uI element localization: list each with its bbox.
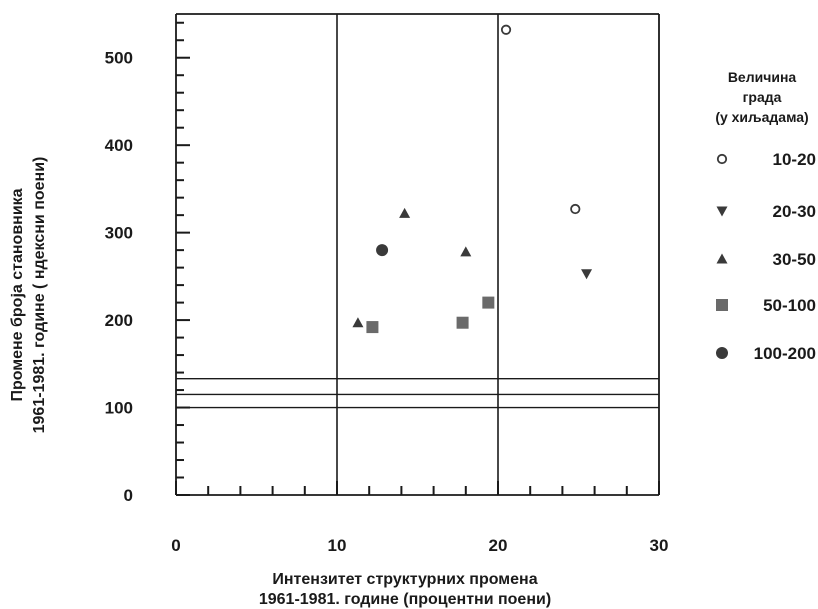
- reference-lines: [176, 14, 659, 495]
- legend-marker-30-50: [716, 253, 728, 264]
- legend-title-line-3: (у хиљадама): [715, 109, 808, 125]
- x-tick-label: 10: [328, 536, 347, 555]
- data-point-30-50: [352, 317, 364, 328]
- x-tick-label: 20: [489, 536, 508, 555]
- legend-marker-100-200: [716, 347, 728, 359]
- data-point-50-100: [456, 316, 469, 329]
- legend-marker-50-100: [716, 299, 728, 311]
- x-axis-title-line-1: Интензитет структурних промена: [272, 571, 537, 588]
- legend-marker-20-30: [716, 206, 728, 217]
- y-tick-label: 200: [105, 311, 133, 330]
- data-point-20-30: [581, 269, 593, 280]
- y-tick-label: 400: [105, 136, 133, 155]
- y-tick-label: 300: [105, 224, 133, 243]
- data-point-50-100: [366, 321, 379, 334]
- legend-label-20-30: 20-30: [773, 202, 816, 221]
- data-point-30-50: [399, 207, 411, 218]
- legend-label-10-20: 10-20: [773, 150, 816, 169]
- data-point-50-100: [482, 296, 495, 309]
- y-tick-label: 0: [124, 486, 133, 505]
- legend-title-line-1: Величина: [728, 69, 797, 85]
- y-tick-label: 500: [105, 49, 133, 68]
- legend-label-100-200: 100-200: [754, 344, 816, 363]
- legend-title-line-2: града: [743, 89, 782, 105]
- legend: Величина града (у хиљадама) 10-20 20-30 30…: [715, 69, 816, 363]
- x-tick-label: 0: [171, 536, 180, 555]
- legend-label-30-50: 30-50: [773, 250, 816, 269]
- y-axis-title-line-1: Промене броја становника: [9, 188, 26, 401]
- axes: [175, 13, 660, 496]
- legend-marker-10-20: [716, 153, 728, 165]
- legend-items: 10-20 20-30 30-50 50-100 100-200: [716, 150, 816, 363]
- data-point-100-200: [376, 244, 389, 257]
- y-tick-label: 100: [105, 399, 133, 418]
- data-point-10-20: [500, 24, 512, 35]
- x-tick-label: 30: [650, 536, 669, 555]
- y-axis-title-line-2: 1961-1981. године ( ндексни поени): [31, 157, 48, 434]
- data-points: [352, 24, 593, 334]
- x-axis-title-line-2: 1961-1981. године (процентни поени): [259, 591, 551, 608]
- axis-ticks: [175, 21, 660, 496]
- data-point-30-50: [460, 246, 472, 257]
- data-point-10-20: [570, 203, 581, 215]
- legend-label-50-100: 50-100: [763, 296, 816, 315]
